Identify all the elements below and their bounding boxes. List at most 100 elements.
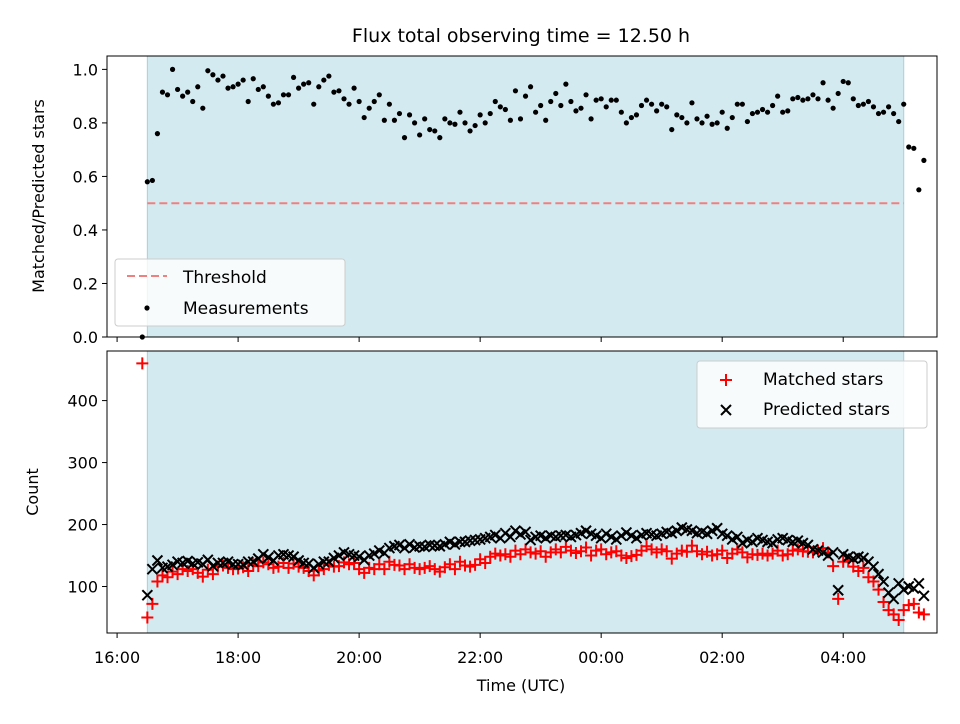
predicted-star-point [353, 551, 365, 563]
bottom-panel-frame [106, 350, 938, 634]
top-legend: Threshold Measurements [114, 258, 346, 327]
measurement-point [906, 144, 912, 150]
measurement-point [896, 118, 902, 125]
measurement-point [396, 110, 403, 117]
measurement-point [220, 73, 226, 79]
measurement-point [815, 96, 821, 102]
measurement-point [709, 121, 715, 127]
measurement-point [205, 68, 211, 74]
measurement-point [835, 90, 841, 97]
measurement-point [487, 110, 493, 117]
matched-star-point [776, 549, 789, 562]
measurement-point [190, 98, 196, 105]
measurement-point [911, 145, 917, 151]
top-legend-box [114, 258, 346, 327]
bottom-y-tick-label: 200 [67, 516, 98, 535]
measurement-point [346, 101, 352, 107]
measurement-point [144, 179, 150, 185]
measurement-point [250, 76, 256, 82]
measurement-point [810, 92, 816, 98]
measurement-point [432, 128, 438, 134]
predicted-star-point [151, 554, 164, 567]
measurement-point [149, 177, 155, 184]
measurement-point [462, 120, 468, 126]
predicted-star-point [166, 559, 179, 571]
measurement-point [159, 89, 166, 95]
matched-star-point [620, 552, 633, 565]
measurement-point [366, 105, 372, 111]
bottom-x-ticks: 16:00 18:00 20:00 22:00 00:00 02:00 04:00 [94, 633, 866, 667]
predicted-star-point [141, 589, 154, 601]
measurement-point [245, 98, 251, 105]
measurement-point [845, 80, 851, 86]
matched-star-point [196, 570, 209, 583]
predicted-star-point [403, 538, 416, 551]
matched-star-point [267, 561, 280, 574]
measurement-point [215, 77, 221, 83]
predicted-star-point [524, 534, 537, 546]
matched-star-point [489, 547, 502, 560]
matched-star-point [378, 563, 391, 576]
bottom-legend: Matched stars Predicted stars [696, 360, 928, 429]
legend-predicted-swatch [720, 404, 732, 416]
measurement-point [628, 114, 635, 121]
predicted-star-point [877, 575, 890, 588]
measurement-point [391, 117, 398, 123]
predicted-star-point [237, 559, 249, 571]
measurement-point [633, 112, 640, 118]
measurement-point [754, 109, 761, 115]
predicted-star-point [489, 529, 501, 541]
measurement-point [563, 81, 569, 87]
predicted-star-point [393, 539, 406, 551]
bottom-x-tick-label: 18:00 [215, 648, 261, 667]
measurement-point [331, 89, 337, 95]
measurement-point [230, 84, 236, 90]
top-panel: 0.0 0.2 0.4 0.6 0.8 1.0 Matched/Predicted sta… [29, 55, 938, 347]
predicted-star-point [615, 529, 628, 542]
measurement-point [775, 93, 781, 99]
predicted-star-point [227, 558, 239, 570]
predicted-star-point [867, 560, 880, 573]
measurement-point [533, 109, 539, 115]
measurement-point [154, 131, 161, 137]
matched-star-point [529, 547, 542, 560]
predicted-star-point [913, 577, 925, 590]
predicted-star-point [333, 549, 345, 562]
top-measurement-points [139, 66, 927, 340]
measurement-point [916, 187, 922, 193]
top-y-tick-label: 0.8 [73, 114, 98, 133]
legend-measurements-label: Measurements [183, 299, 309, 319]
predicted-star-point [630, 532, 643, 544]
predicted-stars-points [141, 521, 930, 605]
measurement-point [361, 114, 367, 121]
matched-star-point [418, 561, 431, 574]
measurement-point [240, 77, 246, 83]
measurement-point [200, 105, 206, 111]
matched-star-point [141, 611, 154, 624]
measurement-point [548, 98, 554, 105]
matched-star-point [469, 558, 482, 571]
top-chart-title: Flux total observing time = 12.50 h [352, 25, 690, 47]
matched-star-point [791, 543, 804, 556]
matched-star-point [166, 565, 179, 578]
measurement-point [689, 100, 695, 106]
measurement-point [265, 93, 271, 99]
measurement-point [885, 104, 892, 110]
bottom-x-tick-label: 04:00 [820, 648, 866, 667]
measurement-point [417, 132, 423, 138]
matched-star-point [524, 546, 537, 559]
measurement-point [729, 114, 735, 121]
bottom-x-axis-label: Time (UTC) [476, 676, 565, 695]
measurement-point [674, 112, 680, 118]
bottom-y-axis-label: Count [23, 468, 42, 516]
matched-star-point [907, 597, 920, 610]
predicted-star-point [454, 536, 466, 548]
measurement-point [598, 96, 604, 102]
measurement-point [578, 105, 584, 111]
matched-star-point [206, 568, 219, 581]
measurement-point [865, 98, 872, 105]
measurement-point [235, 81, 241, 87]
measurement-point [623, 120, 629, 126]
measurement-point [654, 108, 660, 114]
top-y-tick-label: 0.4 [73, 221, 98, 240]
